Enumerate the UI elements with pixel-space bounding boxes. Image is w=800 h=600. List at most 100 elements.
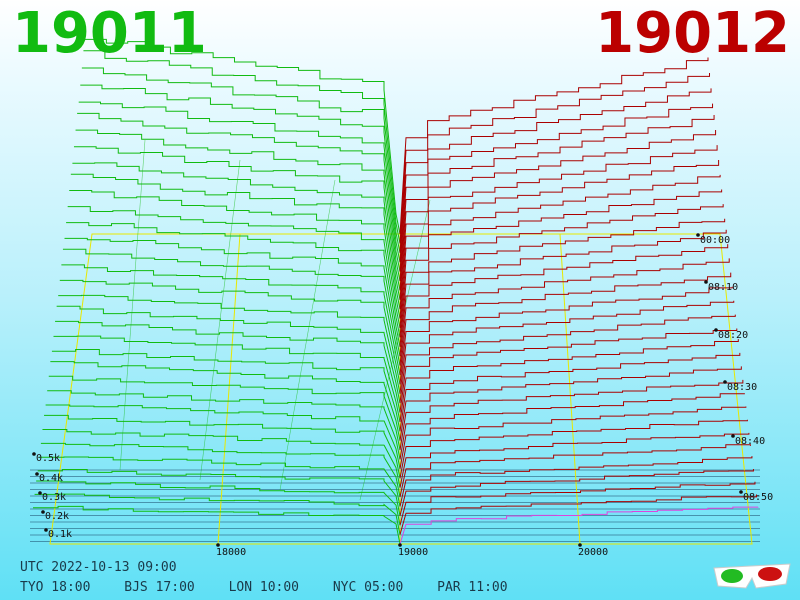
ask-depth-line — [399, 88, 712, 253]
bid-depth-line — [51, 348, 401, 432]
depth-tick-label: 08:30 — [727, 382, 757, 393]
ask-depth-line — [399, 393, 745, 460]
ask-depth-line — [399, 328, 738, 413]
utc-timestamp: UTC 2022-10-13 09:00 — [20, 560, 177, 575]
x-tick-marker — [398, 543, 402, 547]
right-price-label: 19012 — [595, 1, 790, 66]
y-tick-marker — [38, 491, 42, 495]
y-tick-marker — [32, 452, 36, 456]
y-tick-label: 0.3k — [42, 492, 66, 503]
tz-par: PAR 11:00 — [437, 580, 508, 595]
depth-tick-marker — [731, 434, 735, 438]
tz-nyc: NYC 05:00 — [332, 580, 404, 595]
bid-depth-line — [53, 335, 401, 422]
depth-tick-marker — [696, 233, 700, 237]
ask-depth-line — [399, 494, 757, 535]
bid-depth-line — [44, 414, 401, 479]
bid-depth-line — [47, 390, 401, 460]
bid-depth-line — [56, 305, 401, 404]
y-tick-marker — [44, 528, 48, 532]
bid-depth-line — [34, 493, 401, 535]
bid-wall-line — [279, 179, 336, 491]
x-tick-label: 20000 — [578, 547, 608, 558]
ask-depth-line — [399, 481, 756, 526]
tick-labels: 18000 19000 20000 00:00 08:10 08:20 08:30 08:40… — [32, 233, 773, 558]
ask-depth-line — [399, 469, 754, 516]
depth-tick-marker — [704, 280, 708, 284]
depth-tick-label: 08:50 — [743, 492, 773, 503]
bid-wall-line — [119, 139, 146, 471]
bid-depth-line — [67, 206, 401, 338]
ask-depth-line — [399, 229, 727, 347]
y-tick-marker — [41, 510, 45, 514]
tz-bjs: BJS 17:00 — [124, 580, 195, 595]
ask-depth-layer — [399, 57, 759, 545]
ask-depth-line — [399, 244, 729, 357]
bid-depth-line — [40, 442, 401, 498]
3d-glasses-icon[interactable] — [712, 558, 792, 592]
ask-depth-line — [399, 314, 736, 404]
bid-depth-line — [48, 375, 401, 451]
tz-tyo: TYO 18:00 — [20, 580, 91, 595]
bid-depth-line — [78, 101, 401, 272]
ask-depth-line — [399, 366, 742, 441]
depth-tick-label: 08:10 — [708, 282, 738, 293]
ask-depth-line — [399, 159, 720, 300]
ask-depth-line — [399, 352, 741, 432]
ask-depth-line — [399, 406, 747, 469]
bid-depth-line — [37, 468, 401, 516]
timezone-list: TYO 18:00 BJS 17:00 LON 10:00 NYC 05:00 … — [20, 580, 534, 595]
ask-depth-line — [399, 339, 739, 422]
ask-depth-line — [399, 506, 759, 545]
ask-depth-line — [399, 204, 724, 328]
ask-depth-line — [399, 379, 744, 451]
bid-depth-line — [83, 50, 401, 244]
bid-depth-line — [39, 456, 401, 507]
bid-depth-line — [42, 428, 401, 488]
bid-depth-line — [72, 162, 401, 310]
ask-depth-line — [399, 103, 714, 263]
bid-depth-line — [77, 112, 401, 282]
bid-depth-line — [33, 505, 401, 545]
ask-depth-line — [399, 72, 711, 244]
depth-tick-label: 00:00 — [700, 235, 730, 246]
bid-depth-line — [73, 146, 401, 300]
bid-depth-line — [70, 173, 401, 319]
ask-depth-line — [399, 300, 735, 394]
bid-depth-line — [36, 480, 401, 526]
ask-depth-line — [399, 57, 709, 235]
bid-depth-line — [45, 404, 401, 469]
bid-wall-line — [359, 199, 431, 501]
bid-depth-line — [85, 38, 401, 235]
ask-depth-line — [399, 286, 733, 385]
ask-depth-line — [399, 189, 723, 319]
bid-depth-line — [66, 222, 401, 347]
bid-depth-line — [50, 361, 401, 441]
bid-depth-line — [80, 84, 401, 263]
ask-depth-line — [399, 456, 753, 507]
depth-tick-marker — [739, 490, 743, 494]
y-tick-marker — [35, 472, 39, 476]
ask-depth-line — [399, 419, 748, 479]
bid-depth-line — [58, 294, 401, 394]
left-price-label: 19011 — [12, 1, 207, 66]
ask-depth-line — [399, 174, 721, 310]
ask-depth-line — [399, 145, 718, 291]
bid-depth-line — [81, 67, 401, 253]
grid-frame — [49, 233, 753, 545]
x-tick-label: 19000 — [398, 547, 428, 558]
ask-depth-line — [399, 218, 726, 338]
ask-depth-line — [399, 444, 751, 498]
bid-depth-line — [61, 264, 401, 376]
depth-tick-label: 08:20 — [718, 330, 748, 341]
depth-tick-marker — [723, 380, 727, 384]
bid-depth-line — [69, 190, 401, 329]
ask-depth-line — [399, 114, 715, 272]
y-tick-label: 0.2k — [45, 511, 69, 522]
bid-depth-line — [55, 320, 401, 413]
depth-tick-marker — [714, 328, 718, 332]
bid-depth-line — [64, 237, 401, 357]
bid-wall-line — [199, 159, 241, 481]
x-tick-marker — [216, 543, 220, 547]
